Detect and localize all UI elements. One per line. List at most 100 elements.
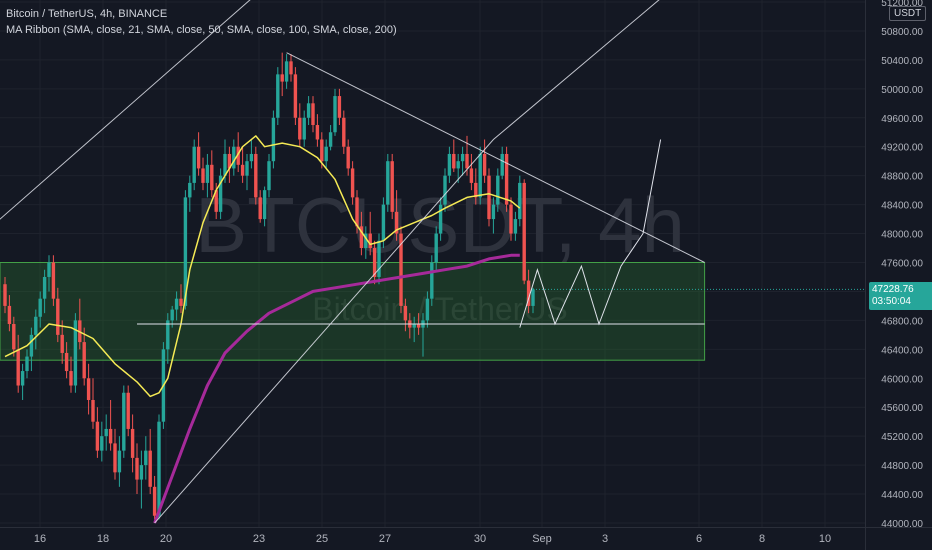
projection-path <box>519 139 662 328</box>
candle-body <box>236 146 240 165</box>
candle-body <box>504 153 509 205</box>
x-tick-label: 8 <box>759 533 765 545</box>
candle-body <box>289 61 293 75</box>
candle-body <box>509 204 513 234</box>
candle-body <box>399 233 403 306</box>
candle-body <box>359 226 364 249</box>
grid <box>0 0 865 527</box>
candle-body <box>491 204 496 220</box>
candle-body <box>113 443 117 473</box>
candle-body <box>372 248 377 277</box>
x-tick-label: Sep <box>532 533 552 545</box>
y-tick-label: 50800.00 <box>881 27 923 38</box>
x-tick-label: 23 <box>253 533 265 545</box>
candle-body <box>60 334 64 353</box>
last-price-label: 47228.76 03:50:04 <box>869 282 932 310</box>
candle-body <box>284 61 289 82</box>
drawings[interactable] <box>0 0 865 524</box>
candle-body <box>69 371 73 386</box>
support-zone[interactable] <box>0 262 706 361</box>
y-tick-label: 46400.00 <box>881 345 923 356</box>
y-tick-label: 50400.00 <box>881 56 923 67</box>
trendline <box>0 0 251 220</box>
candle-body <box>518 182 522 220</box>
candle-body <box>7 305 12 325</box>
y-tick-label: 46000.00 <box>881 374 923 385</box>
candle-body <box>95 421 100 451</box>
candle-body <box>298 117 302 140</box>
candle-body <box>223 153 227 176</box>
candle-body <box>170 309 174 321</box>
candle-body <box>232 146 236 169</box>
candle-body <box>302 117 306 140</box>
candle-body <box>306 103 311 118</box>
candle-body <box>474 182 478 198</box>
candle-body <box>47 262 51 277</box>
candle-body <box>324 146 328 162</box>
x-tick-label: 25 <box>316 533 328 545</box>
y-tick-label: 51200.00 <box>881 0 923 9</box>
candle-body <box>148 450 152 487</box>
candle-body <box>73 320 78 386</box>
candle-body <box>16 349 20 386</box>
ma50-line <box>153 253 520 524</box>
symbol-title[interactable]: Bitcoin / TetherUS, 4h, BINANCE <box>6 8 168 20</box>
candle-body <box>3 284 7 306</box>
candle-body <box>456 161 460 169</box>
currency-badge[interactable]: USDT <box>889 6 927 21</box>
y-tick-label: 48400.00 <box>881 201 923 212</box>
candle-body <box>179 298 183 306</box>
candle-body <box>368 233 372 249</box>
candle-body <box>29 334 34 357</box>
candle-body <box>104 428 108 437</box>
candle-body <box>364 233 368 249</box>
indicator-title[interactable]: MA Ribbon (SMA, close, 21, SMA, close, 5… <box>6 24 397 36</box>
candle-body <box>320 139 324 162</box>
candle-body <box>51 262 56 299</box>
candle-body <box>86 378 91 400</box>
candle-body <box>434 233 438 263</box>
candle-body <box>262 190 267 220</box>
candle-body <box>271 117 276 162</box>
candle-body <box>465 153 469 169</box>
candle-body <box>412 324 416 328</box>
candle-body <box>82 342 86 379</box>
y-tick-label: 47600.00 <box>881 259 923 270</box>
candle-body <box>386 161 390 205</box>
candle-body <box>192 146 196 183</box>
candle-body <box>482 153 487 176</box>
y-tick-label: 48800.00 <box>881 172 923 183</box>
candle-body <box>201 168 205 183</box>
candle-body <box>258 197 262 220</box>
candle-body <box>12 324 16 350</box>
x-tick-label: 6 <box>696 533 702 545</box>
y-tick-label: 45600.00 <box>881 403 923 414</box>
x-tick-label: 27 <box>379 533 391 545</box>
candle-body <box>355 197 359 227</box>
candle-body <box>117 450 122 473</box>
candle-body <box>447 153 452 176</box>
candle-body <box>328 132 333 147</box>
candle-body <box>144 450 148 466</box>
y-tick-label: 44800.00 <box>881 461 923 472</box>
candle-body <box>267 161 271 191</box>
candle-body <box>130 428 135 458</box>
y-tick-label: 45200.00 <box>881 432 923 443</box>
candle-body <box>174 298 179 310</box>
candle-body <box>157 421 161 516</box>
candle-body <box>64 352 69 372</box>
candle-body <box>522 182 526 281</box>
x-tick-label: 18 <box>97 533 109 545</box>
candle-body <box>394 211 399 234</box>
candle-body <box>218 175 223 212</box>
candle-body <box>526 280 531 306</box>
candle-body <box>188 182 192 198</box>
candle-body <box>205 164 210 183</box>
candle-body <box>496 175 500 205</box>
y-tick-label: 48000.00 <box>881 230 923 241</box>
candle-body <box>227 153 232 169</box>
candle-body <box>183 197 188 306</box>
last-price-value: 47228.76 <box>872 284 914 295</box>
